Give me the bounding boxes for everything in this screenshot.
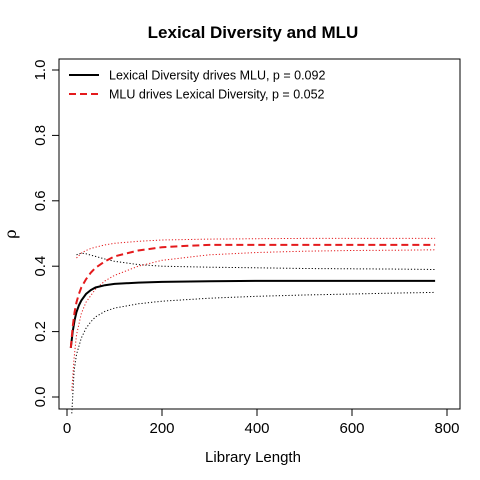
confidence-bands: [72, 238, 435, 413]
series-1-line: [71, 281, 435, 348]
series-lines: [71, 245, 435, 348]
y-tick-label: 0.4: [32, 256, 49, 277]
band-2-upper: [77, 238, 436, 258]
x-axis-label: Library Length: [205, 449, 301, 466]
y-tick-label: 1.0: [32, 60, 49, 81]
legend: Lexical Diversity drives MLU, p = 0.092 M…: [69, 69, 325, 102]
y-tick-label: 0.8: [32, 125, 49, 146]
x-tick-label: 200: [149, 420, 174, 437]
x-tick-label: 800: [434, 420, 459, 437]
chart-title: Lexical Diversity and MLU: [148, 23, 359, 42]
x-tick-label: 0: [63, 420, 71, 437]
band-2-lower: [72, 250, 435, 391]
band-1-lower: [72, 292, 435, 413]
series-2-line: [71, 245, 435, 348]
y-axis: 0.0 0.2 0.4 0.6 0.8 1.0: [32, 60, 59, 408]
legend-label-1: Lexical Diversity drives MLU, p = 0.092: [109, 69, 325, 83]
y-tick-label: 0.6: [32, 190, 49, 211]
band-1-upper: [77, 253, 436, 269]
y-tick-label: 0.0: [32, 387, 49, 408]
y-axis-label: ρ: [1, 229, 20, 238]
x-tick-label: 600: [339, 420, 364, 437]
y-tick-label: 0.2: [32, 321, 49, 342]
plot-frame: [59, 59, 460, 409]
x-axis: 0 200 400 600 800: [63, 409, 460, 437]
x-tick-label: 400: [244, 420, 269, 437]
legend-label-2: MLU drives Lexical Diversity, p = 0.052: [109, 88, 325, 102]
